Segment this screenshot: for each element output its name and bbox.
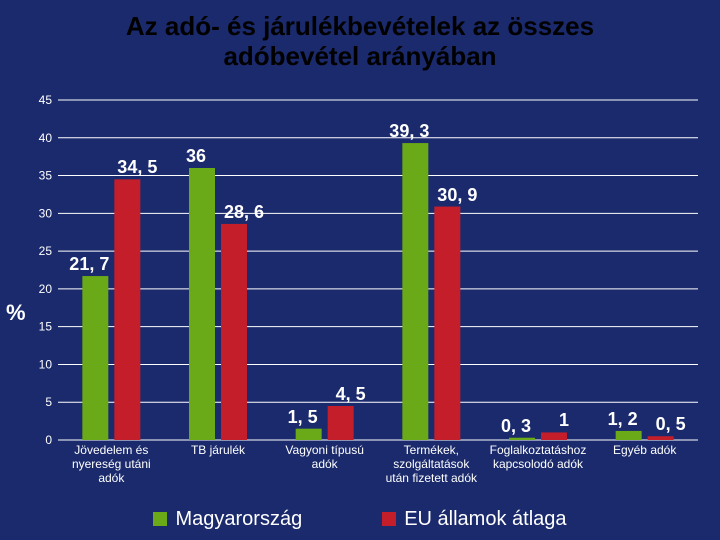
- value-label: 36: [186, 146, 206, 167]
- bar-series-a: [82, 276, 108, 440]
- svg-text:5: 5: [45, 395, 52, 409]
- bar-chart: 05101520253035404521, 7 34, 5 36 28, 6 1, 5 4…: [58, 100, 698, 470]
- bar-series-a: [509, 438, 535, 440]
- legend-item: Magyarország: [153, 508, 302, 531]
- x-axis-labels: Jövedelem ésnyereség utániadókTB járulék…: [58, 444, 698, 494]
- value-label: 30, 9: [437, 185, 477, 206]
- svg-text:30: 30: [39, 206, 53, 220]
- legend-swatch: [153, 512, 167, 526]
- svg-text:45: 45: [39, 93, 53, 107]
- legend-label: EU államok átlaga: [404, 508, 566, 531]
- value-label: 1: [559, 410, 569, 431]
- svg-text:20: 20: [39, 282, 53, 296]
- svg-text:25: 25: [39, 244, 53, 258]
- svg-text:0: 0: [45, 433, 52, 447]
- y-axis-label: %: [6, 300, 26, 326]
- bar-series-b: [114, 179, 140, 440]
- slide-title: Az adó- és járulékbevételek az összesadó…: [0, 12, 720, 72]
- bar-series-b: [648, 436, 674, 440]
- value-label: 1, 2: [608, 409, 638, 430]
- plot-area: 05101520253035404521, 7 34, 5 36 28, 6 1, 5 4…: [58, 100, 698, 440]
- bar-series-a: [189, 168, 215, 440]
- x-label: Jövedelem ésnyereség utániadók: [58, 444, 165, 485]
- legend: Magyarország EU államok átlaga: [0, 504, 720, 534]
- bar-series-b: [541, 432, 567, 440]
- bar-series-a: [616, 431, 642, 440]
- x-label: TB járulék: [165, 444, 272, 458]
- value-label: 28, 6: [224, 202, 264, 223]
- value-label: 34, 5: [117, 157, 157, 178]
- bar-series-a: [296, 429, 322, 440]
- slide: Az adó- és járulékbevételek az összesadó…: [0, 0, 720, 540]
- svg-text:40: 40: [39, 131, 53, 145]
- x-label: Egyéb adók: [591, 444, 698, 458]
- legend-item: EU államok átlaga: [382, 508, 566, 531]
- x-label: Foglalkoztatáshozkapcsolodó adók: [485, 444, 592, 472]
- value-label: 21, 7: [69, 254, 109, 275]
- bar-series-a: [402, 143, 428, 440]
- svg-text:15: 15: [39, 320, 53, 334]
- svg-text:35: 35: [39, 169, 53, 183]
- x-label: Vagyoni típusúadók: [271, 444, 378, 472]
- value-label: 39, 3: [389, 121, 429, 142]
- x-label: Termékek,szolgáltatásokután fizetett adó…: [378, 444, 485, 485]
- value-label: 0, 5: [656, 414, 686, 435]
- value-label: 1, 5: [288, 407, 318, 428]
- bar-series-b: [221, 224, 247, 440]
- svg-text:10: 10: [39, 357, 53, 371]
- value-label: 4, 5: [336, 384, 366, 405]
- bar-series-b: [328, 406, 354, 440]
- chart-svg: 051015202530354045: [58, 100, 698, 440]
- legend-swatch: [382, 512, 396, 526]
- bar-series-b: [434, 207, 460, 440]
- legend-label: Magyarország: [175, 508, 302, 531]
- value-label: 0, 3: [501, 416, 531, 437]
